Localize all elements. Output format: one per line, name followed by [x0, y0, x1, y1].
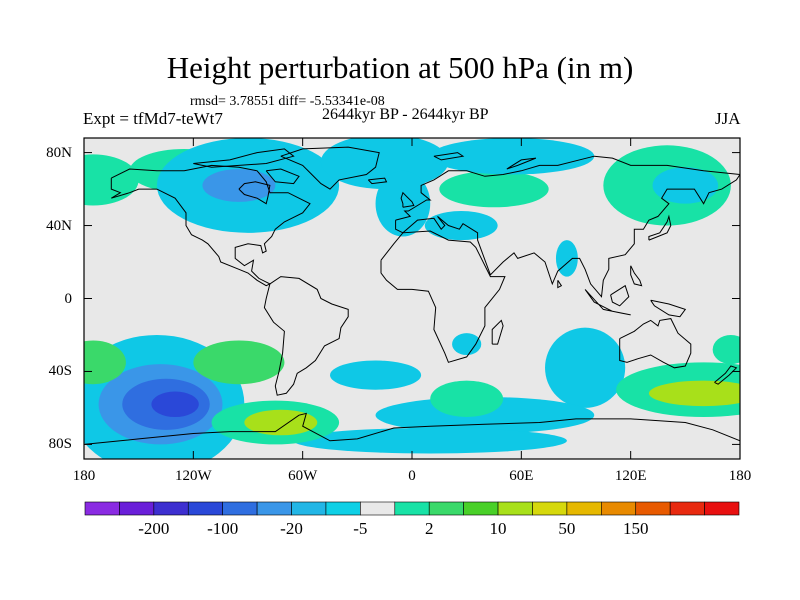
axis-ticks [83, 138, 741, 459]
anomaly-green-europe [439, 170, 549, 208]
colorbar-swatch [187, 501, 223, 516]
colorbar-swatch [394, 501, 430, 516]
lat-label: 40S [48, 363, 72, 380]
coastline-eurasia [395, 155, 740, 298]
colorbar-swatch [601, 501, 637, 516]
lon-label: 180 [728, 468, 752, 484]
colorbar-label: -5 [353, 519, 368, 538]
lat-label: 40N [46, 217, 72, 234]
lat-label: 80S [48, 436, 72, 453]
colorbar-swatch [360, 501, 396, 516]
anomaly-green-sw-pacific [193, 340, 285, 385]
coastline-new-guinea [650, 299, 687, 318]
colorbar-swatch [222, 501, 258, 516]
rmsd-stats: rmsd= 3.78551 diff= -5.53341e-08 [190, 94, 385, 109]
coastline-baffin [265, 168, 300, 185]
coastline-africa [380, 230, 506, 363]
colorbar-swatch [119, 501, 155, 516]
coastline-japan [648, 214, 672, 241]
anomaly-cyan-south-atlantic [330, 360, 422, 390]
coastline-svalbard [433, 152, 465, 161]
colorbar-swatch [256, 501, 292, 516]
lat-label: 0 [64, 290, 73, 307]
anomaly-cyan-indian-ocean [545, 327, 626, 408]
coastline-novaya-zemlya [506, 157, 537, 170]
lon-label: 0 [408, 468, 416, 484]
coastline-antarctica [84, 412, 740, 445]
coastline-uk [400, 191, 415, 208]
colorbar-swatch [463, 501, 499, 516]
colorbar-swatch [428, 501, 464, 516]
season-label: JJA [715, 109, 741, 128]
coastline-hudson-bay [238, 181, 271, 205]
anomaly-green-south-america-core [244, 409, 318, 436]
coastline-greenland [280, 146, 380, 190]
lon-label: 180 [72, 468, 96, 484]
lon-label: 60E [509, 468, 534, 484]
colorbar-label: 150 [622, 519, 649, 538]
coastline-south-america [263, 276, 349, 396]
colorbar-swatch [325, 501, 361, 516]
anomaly-cyan-antarctic [293, 427, 567, 454]
colorbar-swatch [291, 501, 327, 516]
coastline-borneo [610, 284, 630, 307]
coastline-indonesia [584, 289, 631, 316]
coastline-north-america [110, 164, 311, 287]
coastline-australia [619, 318, 692, 369]
coastline-layer [84, 146, 740, 445]
colorbar-label: -100 [207, 519, 239, 538]
lat-label: 80N [46, 144, 72, 161]
colorbar-label: 2 [424, 519, 434, 538]
lon-label: 120W [174, 468, 212, 484]
colorbar-swatch [532, 501, 568, 516]
anomaly-cyan-russia [430, 138, 595, 175]
colorbar-label: 50 [558, 519, 576, 538]
coastline-sri-lanka [557, 280, 563, 289]
coastline-new-zealand [714, 365, 738, 385]
anomaly-cyan-siberia [652, 167, 719, 204]
anomaly-green-north-africa [430, 380, 504, 418]
coastline-arctic-islands [193, 148, 295, 168]
anomaly-green-south-indian-core [648, 380, 740, 407]
lon-label: 120E [614, 468, 647, 484]
colorbar-swatch [566, 501, 602, 516]
anomaly-blue-pacific-3 [151, 391, 199, 418]
period-label: 2644kyr BP - 2644kyr BP [322, 106, 489, 123]
coastline-iceland [367, 177, 388, 185]
colorbar-swatch [153, 501, 189, 516]
anomaly-cyan-canada-core [202, 169, 276, 202]
colorbar-swatch [704, 501, 740, 516]
colorbar-swatch [669, 501, 705, 516]
coastline-madagascar [491, 319, 504, 345]
colorbar-label: -20 [280, 519, 303, 538]
anomaly-green-nz [84, 340, 126, 385]
coastline-philippines [630, 265, 643, 287]
lon-label: 60W [288, 468, 318, 484]
colorbar-swatch [84, 501, 120, 516]
anomaly-cyan-africa-south [452, 333, 482, 356]
chart-title: Height perturbation at 500 hPa (in m) [166, 50, 634, 85]
colorbar-label: -200 [138, 519, 170, 538]
experiment-label: Expt = tfMd7-teWt7 [83, 109, 223, 128]
anomaly-cyan-south-band [375, 396, 595, 434]
anomaly-green-southeast-pacific [712, 334, 740, 365]
colorbar [84, 501, 740, 516]
colorbar-swatch [497, 501, 533, 516]
colorbar-swatch [635, 501, 671, 516]
colorbar-label: 10 [489, 519, 507, 538]
anomaly-green-band-north [84, 154, 139, 206]
